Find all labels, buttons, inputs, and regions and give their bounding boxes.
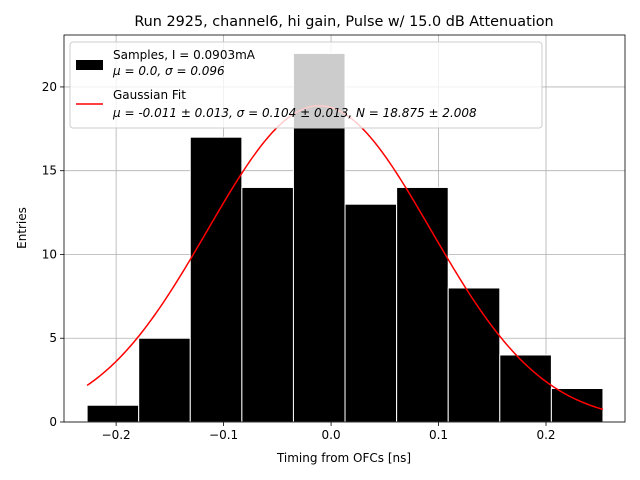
y-tick-label-1: 5 (49, 331, 57, 345)
legend: Samples, I = 0.0903mA μ = 0.0, σ = 0.096… (69, 41, 543, 129)
legend-fit-line1: Gaussian Fit (113, 88, 186, 102)
legend-samples-line2: μ = 0.0, σ = 0.096 (112, 64, 225, 78)
legend-samples-line1: Samples, I = 0.0903mA (113, 48, 256, 62)
histogram-bar-5 (344, 203, 398, 423)
histogram-bar-2 (189, 136, 243, 423)
y-tick-label-4: 20 (42, 80, 57, 94)
histogram-bar-7 (447, 287, 501, 423)
plot-frame (63, 34, 626, 423)
y-tick-label-0: 0 (49, 415, 57, 429)
y-axis-label: Entries (15, 207, 29, 249)
x-tick-label-2: 0.0 (322, 428, 341, 442)
x-tick-label-1: −0.1 (209, 428, 238, 442)
chart-title: Run 2925, channel6, hi gain, Pulse w/ 15… (134, 14, 553, 30)
histogram-bar-1 (138, 337, 191, 423)
x-tick-label-3: 0.1 (429, 428, 448, 442)
x-tick-label-0: −0.2 (102, 428, 131, 442)
histogram-bar-9 (550, 387, 604, 423)
y-tick-label-3: 15 (42, 164, 57, 178)
legend-fit-line2: μ = -0.011 ± 0.013, σ = 0.104 ± 0.013, N… (112, 106, 477, 120)
y-axis-ticks: 0 5 10 15 20 (42, 80, 64, 429)
x-tick-label-4: 0.2 (536, 428, 555, 442)
histogram-bar-6 (396, 186, 449, 423)
legend-box (69, 41, 543, 129)
x-axis-ticks: −0.2 −0.1 0.0 0.1 0.2 (102, 422, 556, 442)
y-tick-label-2: 10 (42, 247, 57, 261)
histogram-bar-0 (86, 404, 140, 423)
histogram-bar-3 (241, 186, 294, 423)
legend-histogram-swatch (76, 60, 103, 70)
x-axis-label: Timing from OFCs [ns] (276, 451, 411, 465)
